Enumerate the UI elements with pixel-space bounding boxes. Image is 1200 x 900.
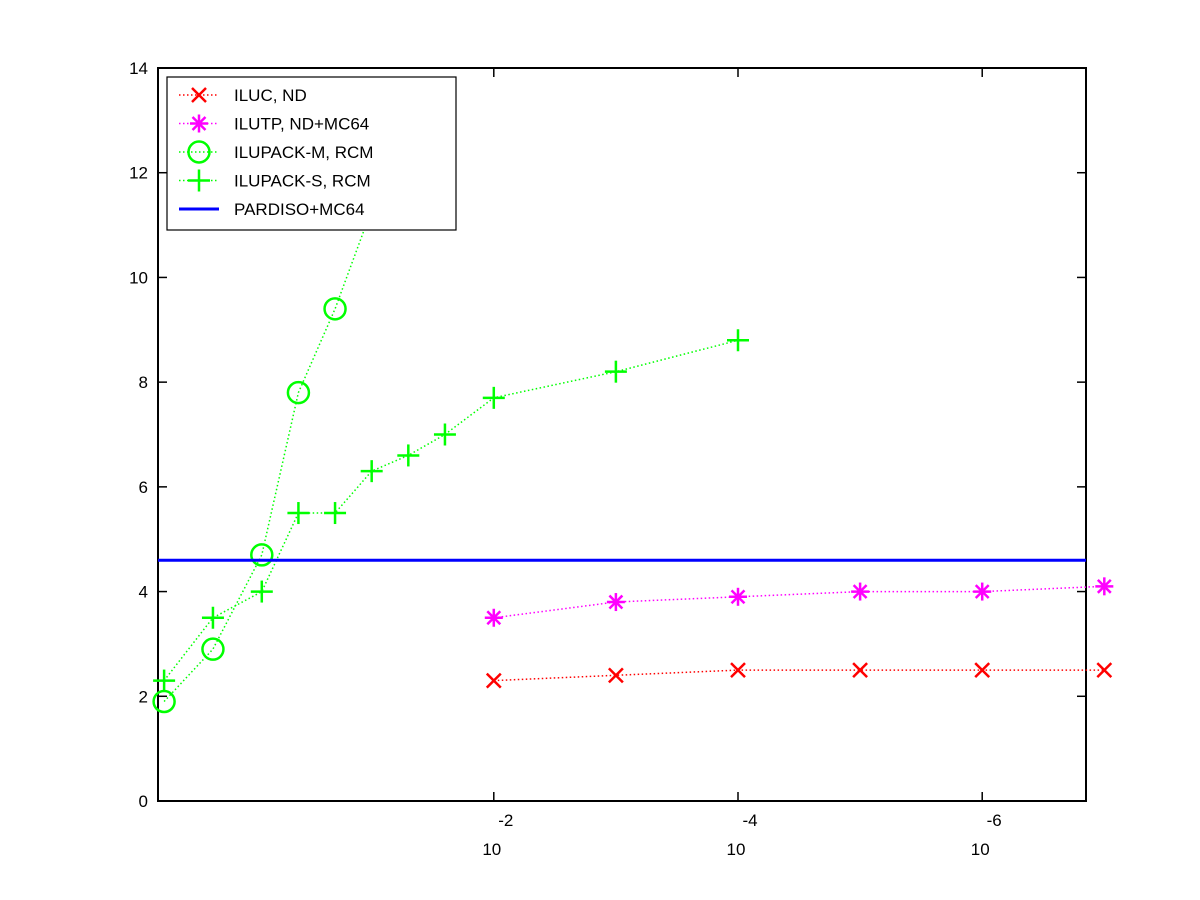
y-tick-label: 0 [139, 792, 148, 811]
data-point [973, 582, 992, 601]
data-point [324, 502, 347, 525]
data-point [433, 423, 456, 446]
data-point [485, 672, 502, 689]
data-point [851, 582, 870, 601]
legend-marker [187, 140, 211, 164]
data-point [287, 502, 310, 525]
y-tick-label: 12 [129, 164, 148, 183]
series-line [163, 209, 373, 703]
x-tick-base: 10 [482, 840, 501, 859]
data-point [1095, 577, 1114, 596]
x-tick-base: 10 [971, 840, 990, 859]
legend-marker [190, 114, 208, 133]
data-point [397, 444, 420, 467]
data-point [250, 543, 274, 567]
data-point [852, 662, 868, 678]
legend-label: ILUC, ND [234, 86, 307, 105]
data-point [974, 662, 991, 678]
x-tick-exponent: -6 [987, 811, 1002, 830]
data-point [323, 297, 347, 321]
y-tick-label: 14 [129, 59, 148, 78]
data-point [286, 380, 311, 405]
data-point [482, 386, 505, 409]
series-0 [485, 662, 1113, 689]
series-1 [484, 577, 1114, 627]
y-tick-label: 8 [139, 373, 148, 392]
data-point [484, 608, 503, 627]
data-point [201, 637, 225, 661]
y-tick-label: 4 [139, 583, 148, 602]
y-axis: 0 2 4 6 8 10 12 14 [129, 59, 1086, 811]
data-point [727, 329, 749, 352]
data-point [1096, 662, 1113, 678]
y-tick-label: 10 [129, 268, 148, 287]
data-point [250, 580, 273, 603]
data-point [608, 667, 624, 684]
x-tick-base: 10 [727, 840, 746, 859]
legend-label: ILUTP, ND+MC64 [234, 115, 369, 134]
series-line [493, 669, 1105, 682]
legend-entry: ILUC, ND [179, 86, 307, 105]
data-point [201, 606, 224, 629]
x-tick-exponent: -4 [742, 811, 757, 830]
legend-entry: ILUTP, ND+MC64 [179, 114, 369, 134]
legend-label: PARDISO+MC64 [234, 200, 365, 219]
data-point [153, 669, 176, 692]
series-line [163, 339, 739, 682]
legend-box [166, 76, 457, 231]
x-tick-exponent: -2 [498, 811, 513, 830]
legend-entry: PARDISO+MC64 [179, 200, 365, 219]
x-axis: -2 10 -4 10 -6 10 [482, 68, 1002, 859]
series-3 [153, 329, 749, 692]
data-point [729, 587, 747, 606]
legend-marker [188, 169, 210, 192]
legend-entry: ILUPACK-S, RCM [179, 169, 371, 192]
data-point [606, 593, 625, 612]
legend: ILUC, ND ILUTP, ND+MC64 ILUPACK-M, RCM ILUP… [166, 76, 457, 231]
legend-label: ILUPACK-S, RCM [234, 172, 371, 191]
data-point [360, 460, 383, 483]
legend-label: ILUPACK-M, RCM [234, 143, 373, 162]
data-point [604, 360, 627, 383]
legend-marker [191, 87, 207, 103]
y-tick-label: 2 [139, 687, 148, 706]
y-tick-label: 6 [139, 478, 148, 497]
series-layer [152, 197, 1114, 714]
legend-entry: ILUPACK-M, RCM [179, 140, 373, 164]
data-point [730, 662, 746, 678]
